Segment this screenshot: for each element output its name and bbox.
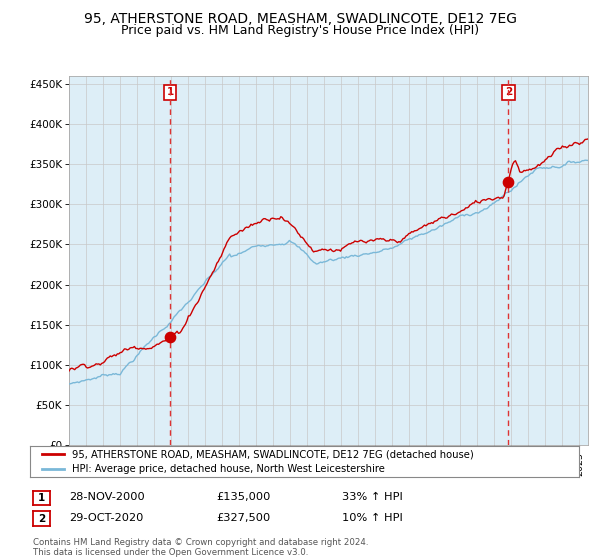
Text: 1: 1 — [166, 87, 173, 97]
Text: 29-OCT-2020: 29-OCT-2020 — [69, 513, 143, 523]
Text: Contains HM Land Registry data © Crown copyright and database right 2024.
This d: Contains HM Land Registry data © Crown c… — [33, 538, 368, 557]
Text: £135,000: £135,000 — [216, 492, 271, 502]
Text: Price paid vs. HM Land Registry's House Price Index (HPI): Price paid vs. HM Land Registry's House … — [121, 24, 479, 36]
Legend: 95, ATHERSTONE ROAD, MEASHAM, SWADLINCOTE, DE12 7EG (detached house), HPI: Avera: 95, ATHERSTONE ROAD, MEASHAM, SWADLINCOT… — [40, 446, 477, 477]
Point — [503, 178, 513, 186]
Text: 1: 1 — [38, 493, 45, 503]
Point — [165, 332, 175, 341]
Text: 10% ↑ HPI: 10% ↑ HPI — [342, 513, 403, 523]
Text: 2: 2 — [38, 514, 45, 524]
Text: 2: 2 — [505, 87, 512, 97]
Text: £327,500: £327,500 — [216, 513, 270, 523]
Text: 33% ↑ HPI: 33% ↑ HPI — [342, 492, 403, 502]
Text: 95, ATHERSTONE ROAD, MEASHAM, SWADLINCOTE, DE12 7EG: 95, ATHERSTONE ROAD, MEASHAM, SWADLINCOT… — [83, 12, 517, 26]
Text: 28-NOV-2000: 28-NOV-2000 — [69, 492, 145, 502]
